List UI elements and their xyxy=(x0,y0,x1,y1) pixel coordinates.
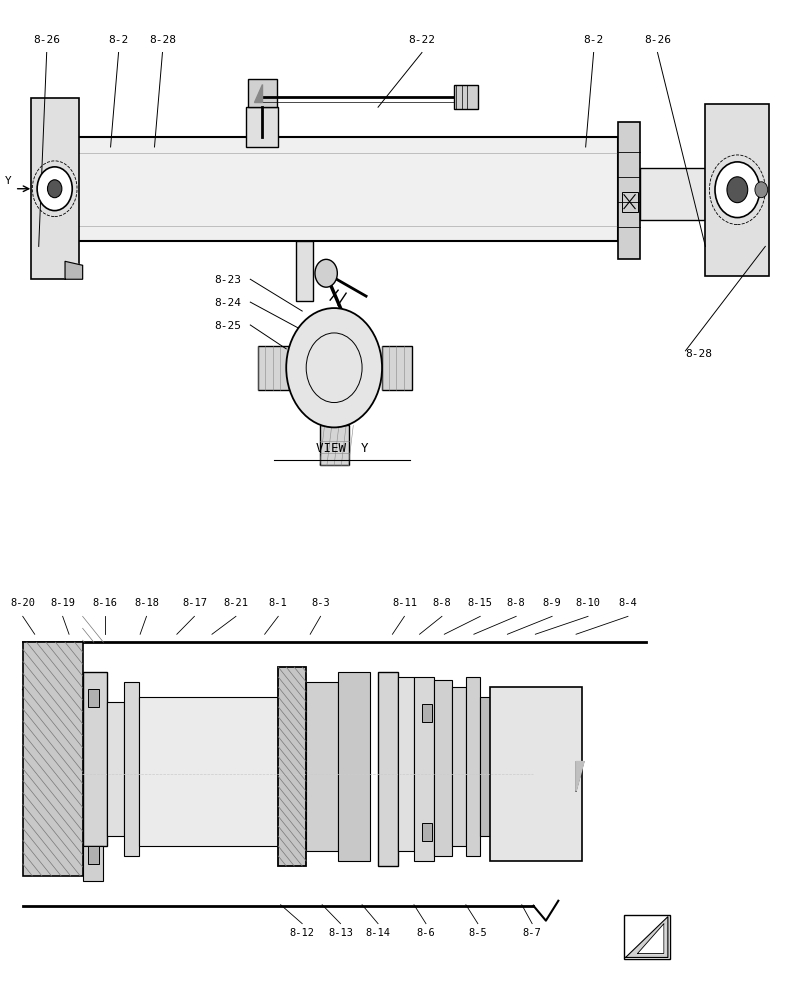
Bar xyxy=(88,689,100,707)
Bar xyxy=(414,677,434,861)
Bar xyxy=(296,241,313,301)
Bar xyxy=(246,107,278,147)
Bar xyxy=(451,687,465,846)
Circle shape xyxy=(37,167,72,211)
Polygon shape xyxy=(254,84,262,102)
Text: 8-9: 8-9 xyxy=(542,598,560,608)
Text: 8-26: 8-26 xyxy=(33,35,60,45)
Text: 8-17: 8-17 xyxy=(181,598,206,608)
Text: 8-4: 8-4 xyxy=(618,598,637,608)
Bar xyxy=(320,425,348,465)
Text: 8-24: 8-24 xyxy=(214,298,241,308)
Text: 8-22: 8-22 xyxy=(408,35,435,45)
Bar xyxy=(138,697,278,846)
Text: 8-13: 8-13 xyxy=(328,928,353,938)
Bar xyxy=(83,846,103,881)
Bar xyxy=(247,79,276,107)
Bar xyxy=(434,680,451,856)
Bar xyxy=(306,682,338,851)
Text: 8-1: 8-1 xyxy=(268,598,287,608)
Bar xyxy=(124,682,138,856)
Text: 8-3: 8-3 xyxy=(311,598,329,608)
Circle shape xyxy=(726,177,747,203)
Bar xyxy=(377,672,397,866)
Polygon shape xyxy=(625,917,667,957)
Circle shape xyxy=(315,259,337,287)
Bar xyxy=(489,687,581,861)
Text: VIEW  Y: VIEW Y xyxy=(316,442,368,455)
Bar xyxy=(278,667,306,866)
Bar xyxy=(278,667,306,866)
Text: 8-6: 8-6 xyxy=(416,928,434,938)
Circle shape xyxy=(714,162,759,218)
Bar xyxy=(381,346,412,390)
Text: 8-26: 8-26 xyxy=(643,35,671,45)
Bar xyxy=(107,702,124,836)
Circle shape xyxy=(47,180,62,198)
Polygon shape xyxy=(637,924,663,953)
Text: 8-2: 8-2 xyxy=(583,35,603,45)
Text: 8-5: 8-5 xyxy=(468,928,487,938)
Circle shape xyxy=(754,182,767,198)
Circle shape xyxy=(286,308,381,427)
Text: Y: Y xyxy=(5,176,12,186)
Bar xyxy=(479,697,489,836)
Bar xyxy=(465,677,479,856)
Text: 8-15: 8-15 xyxy=(467,598,492,608)
Bar xyxy=(617,122,639,259)
Text: 8-10: 8-10 xyxy=(575,598,600,608)
Text: 8-20: 8-20 xyxy=(10,598,35,608)
Bar xyxy=(75,137,617,241)
Bar xyxy=(88,846,100,864)
Bar xyxy=(623,915,670,959)
Bar xyxy=(397,677,414,851)
Text: 8-12: 8-12 xyxy=(289,928,314,938)
Text: 8-23: 8-23 xyxy=(214,275,241,285)
Bar xyxy=(31,98,79,279)
Text: 8-16: 8-16 xyxy=(92,598,117,608)
Bar xyxy=(22,642,83,876)
Polygon shape xyxy=(575,762,583,791)
Text: 8-28: 8-28 xyxy=(685,349,711,359)
Text: 8-2: 8-2 xyxy=(108,35,128,45)
Text: 8-21: 8-21 xyxy=(223,598,248,608)
Text: 8-28: 8-28 xyxy=(149,35,176,45)
Bar xyxy=(639,168,704,220)
Text: 8-11: 8-11 xyxy=(391,598,417,608)
Bar xyxy=(338,672,369,861)
Text: 8-18: 8-18 xyxy=(134,598,159,608)
Text: 8-25: 8-25 xyxy=(214,321,241,331)
Bar xyxy=(22,642,83,876)
Text: 8-7: 8-7 xyxy=(522,928,541,938)
Polygon shape xyxy=(22,642,35,690)
Bar xyxy=(422,704,431,722)
Bar xyxy=(422,823,431,841)
Bar xyxy=(454,85,477,109)
Bar xyxy=(258,346,288,390)
Text: 8-14: 8-14 xyxy=(365,928,390,938)
Text: 8-19: 8-19 xyxy=(50,598,75,608)
Bar xyxy=(83,672,107,846)
Polygon shape xyxy=(65,261,83,279)
Bar xyxy=(704,104,768,276)
Text: 8-8: 8-8 xyxy=(506,598,525,608)
Text: 8-8: 8-8 xyxy=(432,598,450,608)
Bar xyxy=(621,192,637,212)
